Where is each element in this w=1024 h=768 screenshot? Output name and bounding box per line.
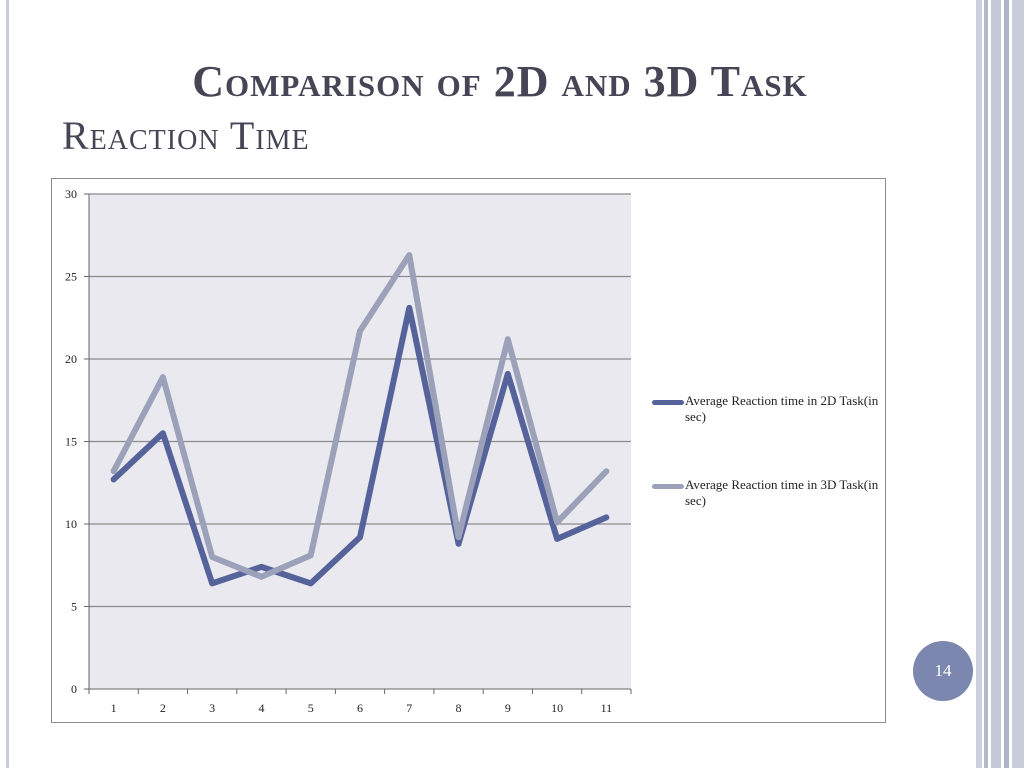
- x-tick-label: 9: [505, 701, 511, 715]
- x-tick-label: 10: [551, 701, 563, 715]
- y-tick-label: 5: [71, 600, 77, 614]
- y-tick-label: 30: [65, 187, 77, 201]
- x-tick-label: 5: [308, 701, 314, 715]
- legend-label-2d: Average Reaction time in 2D Task(in sec): [685, 393, 879, 424]
- x-tick-label: 1: [111, 701, 117, 715]
- right-decorative-stripes: [976, 0, 1024, 768]
- y-tick-label: 0: [71, 682, 77, 696]
- y-tick-label: 25: [65, 270, 77, 284]
- y-tick-label: 10: [65, 517, 77, 531]
- page-number-badge: 14: [913, 641, 973, 701]
- slide-title-line1: Comparison of 2D and 3D Task: [192, 57, 808, 106]
- x-tick-label: 7: [406, 701, 412, 715]
- x-tick-label: 11: [601, 701, 613, 715]
- legend-swatch-3d: [652, 484, 684, 489]
- slide-title: Comparison of 2D and 3D Task Reaction Ti…: [0, 55, 1000, 163]
- chart-legend: Average Reaction time in 2D Task(in sec)…: [652, 393, 882, 561]
- x-tick-label: 6: [357, 701, 363, 715]
- legend-item-3d: Average Reaction time in 3D Task(in sec): [652, 477, 882, 561]
- legend-swatch-2d: [652, 400, 684, 405]
- legend-item-2d: Average Reaction time in 2D Task(in sec): [652, 393, 882, 477]
- x-tick-label: 3: [209, 701, 215, 715]
- slide-title-line2: Reaction Time: [62, 113, 310, 158]
- x-tick-label: 2: [160, 701, 166, 715]
- left-decorative-rule: [6, 0, 9, 768]
- y-tick-label: 20: [65, 352, 77, 366]
- x-tick-label: 8: [456, 701, 462, 715]
- line-chart: 0 5 10 15 20 25 30 1 2 3 4 5 6 7 8 9 10 11: [65, 187, 632, 715]
- x-tick-label: 4: [258, 701, 264, 715]
- y-tick-label: 15: [65, 435, 77, 449]
- legend-label-3d: Average Reaction time in 3D Task(in sec): [685, 477, 879, 508]
